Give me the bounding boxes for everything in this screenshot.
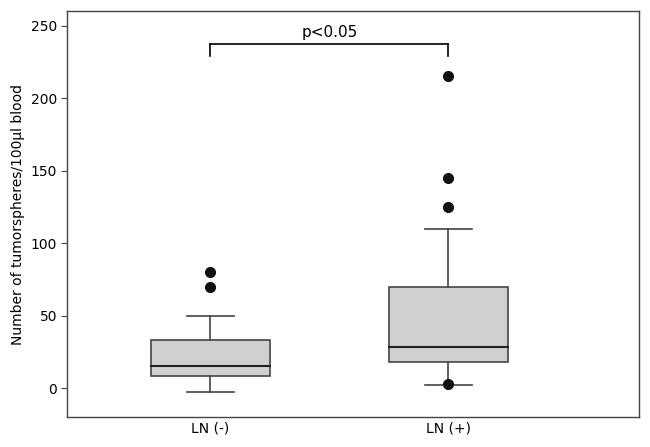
Text: p<0.05: p<0.05 xyxy=(301,25,358,40)
Bar xyxy=(151,340,270,376)
Y-axis label: Number of tumorspheres/100µl blood: Number of tumorspheres/100µl blood xyxy=(11,84,25,345)
Bar xyxy=(389,287,508,362)
